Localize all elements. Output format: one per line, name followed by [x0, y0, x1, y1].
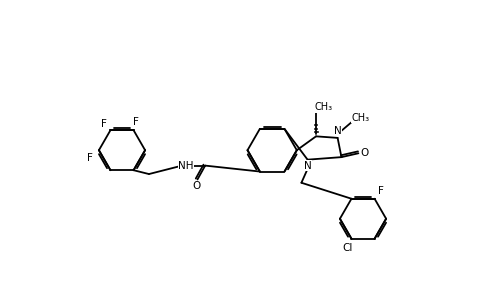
- Text: O: O: [193, 182, 201, 191]
- Text: N: N: [334, 126, 342, 136]
- Text: N: N: [304, 161, 311, 171]
- Text: F: F: [378, 186, 384, 196]
- Text: CH₃: CH₃: [352, 113, 370, 123]
- Text: CH₃: CH₃: [314, 102, 333, 112]
- Text: NH: NH: [178, 161, 194, 171]
- Text: Cl: Cl: [342, 243, 353, 253]
- Text: F: F: [133, 117, 139, 127]
- Text: F: F: [87, 153, 93, 163]
- Text: F: F: [101, 119, 107, 129]
- Text: O: O: [360, 148, 369, 158]
